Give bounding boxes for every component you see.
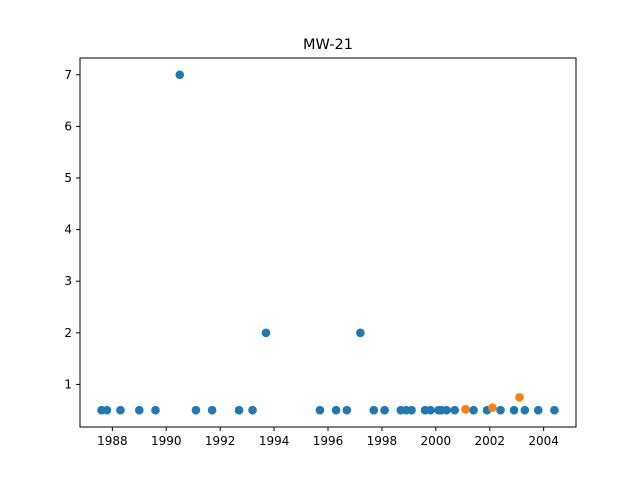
data-point-series-1: [207, 405, 217, 415]
x-tick-label: 1990: [151, 434, 182, 448]
data-point-series-1: [442, 405, 451, 415]
data-point-series-1: [509, 405, 519, 415]
data-point-series-1: [342, 405, 352, 415]
data-point-series-1: [175, 70, 185, 80]
x-tick-label: 2000: [421, 434, 452, 448]
y-tick-label: 2: [64, 326, 72, 340]
data-point-series-2: [515, 393, 524, 402]
chart-title: MW-21: [303, 37, 353, 53]
data-point-series-1: [469, 405, 478, 415]
data-point-series-1: [116, 405, 125, 415]
data-point-series-1: [533, 405, 543, 415]
data-point-series-1: [234, 405, 244, 415]
plot-area: 1988 1990 1992 1994 1996 1998 2000 2002 2004 1 2 3 4…: [64, 57, 577, 448]
data-point-series-1: [135, 405, 144, 415]
y-tick-label: 6: [64, 119, 72, 133]
data-point-series-1: [520, 405, 530, 415]
data-point-series-1: [315, 405, 325, 415]
x-tick-label: 2002: [474, 434, 505, 448]
data-point-series-1: [102, 405, 112, 415]
y-tick-label: 5: [64, 171, 72, 185]
y-tick-label: 4: [64, 223, 72, 237]
data-point-series-1: [369, 405, 379, 415]
data-point-series-1: [331, 405, 341, 415]
data-point-series-1: [450, 405, 459, 415]
data-point-series-2: [488, 403, 497, 412]
x-tick-label: 1992: [205, 434, 236, 448]
data-point-series-1: [380, 405, 389, 415]
data-point-series-1: [248, 405, 257, 415]
data-point-series-1: [191, 405, 201, 415]
data-point-series-1: [496, 405, 505, 415]
data-point-series-2: [461, 404, 470, 414]
data-point-series-1: [426, 405, 435, 415]
x-tick-label: 2004: [528, 434, 559, 448]
x-tick-label: 1998: [367, 434, 398, 448]
x-tick-label: 1996: [313, 434, 344, 448]
y-tick-label: 3: [64, 274, 72, 288]
x-tick-label: 1988: [97, 434, 128, 448]
y-tick-label: 1: [64, 377, 72, 391]
data-point-series-1: [550, 405, 559, 415]
data-point-series-1: [356, 328, 365, 338]
x-tick-label: 1994: [259, 434, 290, 448]
data-point-series-1: [261, 328, 271, 338]
data-point-series-1: [407, 405, 416, 415]
y-tick-label: 7: [64, 68, 72, 82]
data-point-series-1: [151, 405, 160, 415]
